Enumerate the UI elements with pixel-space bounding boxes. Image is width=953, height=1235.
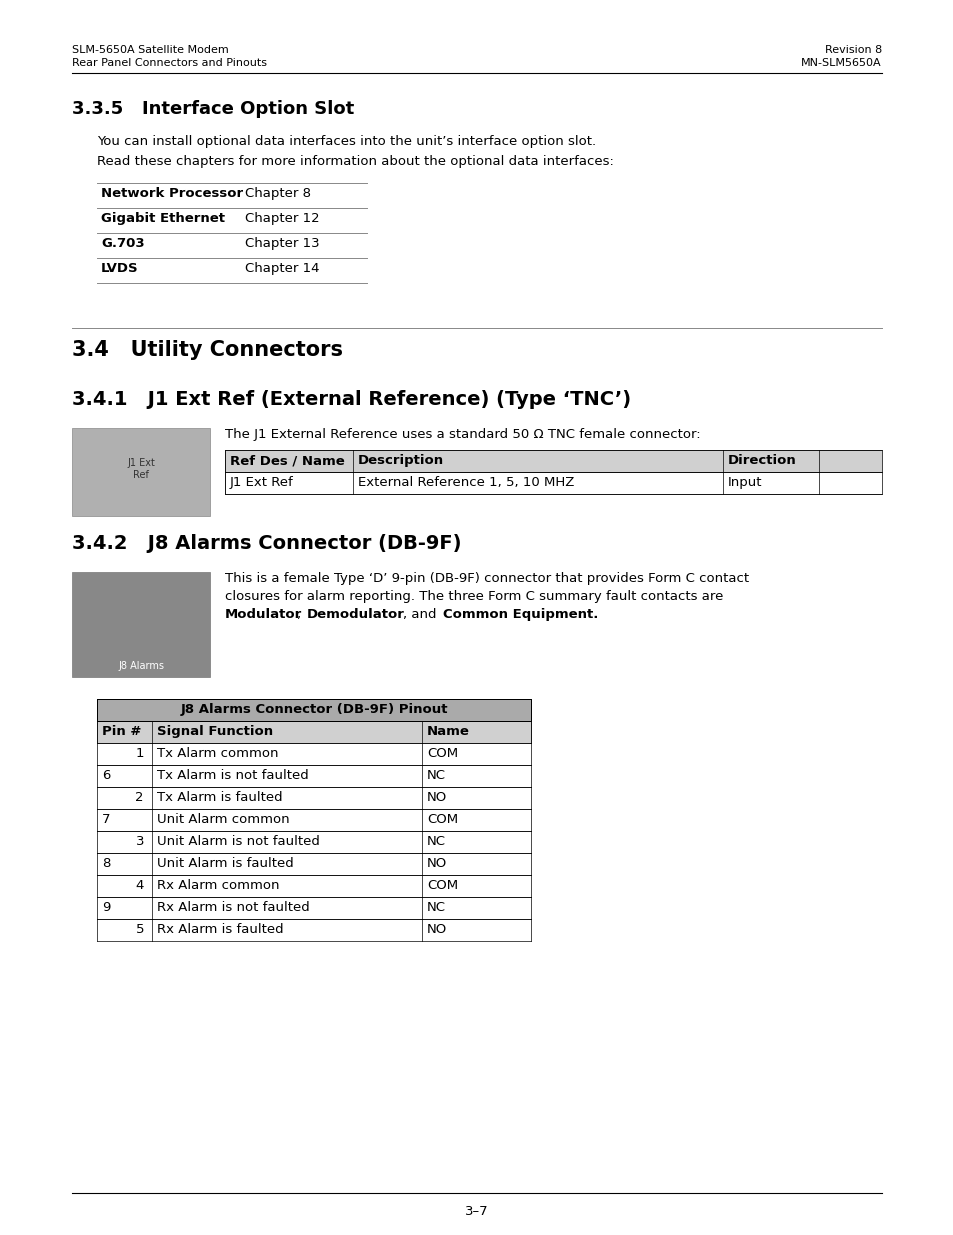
Text: Network Processor: Network Processor [101, 186, 243, 200]
Text: NO: NO [427, 857, 447, 869]
Text: J8 Alarms Connector (DB-9F) Pinout: J8 Alarms Connector (DB-9F) Pinout [180, 703, 447, 716]
Bar [97, 831, 531, 853]
Bar [97, 809, 531, 831]
Text: NC: NC [427, 769, 446, 782]
Text: Unit Alarm is faulted: Unit Alarm is faulted [157, 857, 294, 869]
Text: Demodulator: Demodulator [307, 608, 404, 621]
Text: COM: COM [427, 813, 457, 826]
Text: Unit Alarm common: Unit Alarm common [157, 813, 290, 826]
Bar [97, 876, 531, 897]
Text: Description: Description [357, 454, 444, 467]
Text: NC: NC [427, 835, 446, 848]
Text: J1 Ext
Ref: J1 Ext Ref [127, 458, 154, 479]
Text: ,: , [296, 608, 305, 621]
Text: Chapter 8: Chapter 8 [245, 186, 311, 200]
Bar [71, 572, 210, 677]
Text: LVDS: LVDS [101, 262, 138, 275]
Text: Direction: Direction [727, 454, 796, 467]
Text: This is a female Type ‘D’ 9-pin (DB-9F) connector that provides Form C contact: This is a female Type ‘D’ 9-pin (DB-9F) … [225, 572, 748, 585]
Bar [97, 699, 531, 721]
Text: 7: 7 [102, 813, 111, 826]
Text: Modulator: Modulator [225, 608, 302, 621]
Text: 4: 4 [135, 879, 144, 892]
Text: 9: 9 [102, 902, 111, 914]
Text: External Reference 1, 5, 10 MHZ: External Reference 1, 5, 10 MHZ [357, 475, 574, 489]
Text: G.703: G.703 [101, 237, 145, 249]
Text: Rx Alarm common: Rx Alarm common [157, 879, 279, 892]
Text: COM: COM [427, 747, 457, 760]
Text: Input: Input [727, 475, 761, 489]
Text: Rear Panel Connectors and Pinouts: Rear Panel Connectors and Pinouts [71, 58, 267, 68]
Text: Chapter 13: Chapter 13 [245, 237, 319, 249]
Bar [225, 472, 882, 494]
Text: 2: 2 [135, 790, 144, 804]
Text: closures for alarm reporting. The three Form C summary fault contacts are: closures for alarm reporting. The three … [225, 590, 722, 603]
Bar [97, 853, 531, 876]
Text: 1: 1 [135, 747, 144, 760]
Text: Read these chapters for more information about the optional data interfaces:: Read these chapters for more information… [97, 156, 613, 168]
Text: 3–7: 3–7 [465, 1205, 488, 1218]
Text: You can install optional data interfaces into the unit’s interface option slot.: You can install optional data interfaces… [97, 135, 596, 148]
Text: 5: 5 [135, 923, 144, 936]
Text: 3.4   Utility Connectors: 3.4 Utility Connectors [71, 340, 343, 359]
Text: Common Equipment.: Common Equipment. [442, 608, 598, 621]
Text: 6: 6 [102, 769, 111, 782]
Text: Rx Alarm is faulted: Rx Alarm is faulted [157, 923, 283, 936]
Text: Tx Alarm common: Tx Alarm common [157, 747, 278, 760]
Bar [97, 897, 531, 919]
Text: NO: NO [427, 923, 447, 936]
Bar [71, 429, 210, 516]
Text: 3.4.1   J1 Ext Ref (External Reference) (Type ‘TNC’): 3.4.1 J1 Ext Ref (External Reference) (T… [71, 390, 631, 409]
Text: SLM-5650A Satellite Modem: SLM-5650A Satellite Modem [71, 44, 229, 56]
Text: The J1 External Reference uses a standard 50 Ω TNC female connector:: The J1 External Reference uses a standar… [225, 429, 700, 441]
Text: NC: NC [427, 902, 446, 914]
Text: 3.3.5   Interface Option Slot: 3.3.5 Interface Option Slot [71, 100, 354, 119]
Bar [225, 450, 882, 472]
Text: NO: NO [427, 790, 447, 804]
Text: Gigabit Ethernet: Gigabit Ethernet [101, 212, 225, 225]
Bar [97, 787, 531, 809]
Text: MN-SLM5650A: MN-SLM5650A [801, 58, 882, 68]
Bar [97, 764, 531, 787]
Text: J8 Alarms: J8 Alarms [118, 661, 164, 671]
Bar [97, 721, 531, 743]
Text: J1 Ext Ref: J1 Ext Ref [230, 475, 294, 489]
Text: Revision 8: Revision 8 [824, 44, 882, 56]
Text: Chapter 12: Chapter 12 [245, 212, 319, 225]
Bar [97, 743, 531, 764]
Text: Signal Function: Signal Function [157, 725, 273, 739]
Text: Ref Des / Name: Ref Des / Name [230, 454, 344, 467]
Text: 3: 3 [135, 835, 144, 848]
Text: Chapter 14: Chapter 14 [245, 262, 319, 275]
Text: Name: Name [427, 725, 470, 739]
Text: Rx Alarm is not faulted: Rx Alarm is not faulted [157, 902, 310, 914]
Text: 3.4.2   J8 Alarms Connector (DB-9F): 3.4.2 J8 Alarms Connector (DB-9F) [71, 534, 461, 553]
Text: COM: COM [427, 879, 457, 892]
Bar [97, 919, 531, 941]
Text: 8: 8 [102, 857, 111, 869]
Text: Pin #: Pin # [102, 725, 141, 739]
Text: , and: , and [402, 608, 440, 621]
Text: Tx Alarm is not faulted: Tx Alarm is not faulted [157, 769, 309, 782]
Text: Unit Alarm is not faulted: Unit Alarm is not faulted [157, 835, 319, 848]
Text: Tx Alarm is faulted: Tx Alarm is faulted [157, 790, 282, 804]
